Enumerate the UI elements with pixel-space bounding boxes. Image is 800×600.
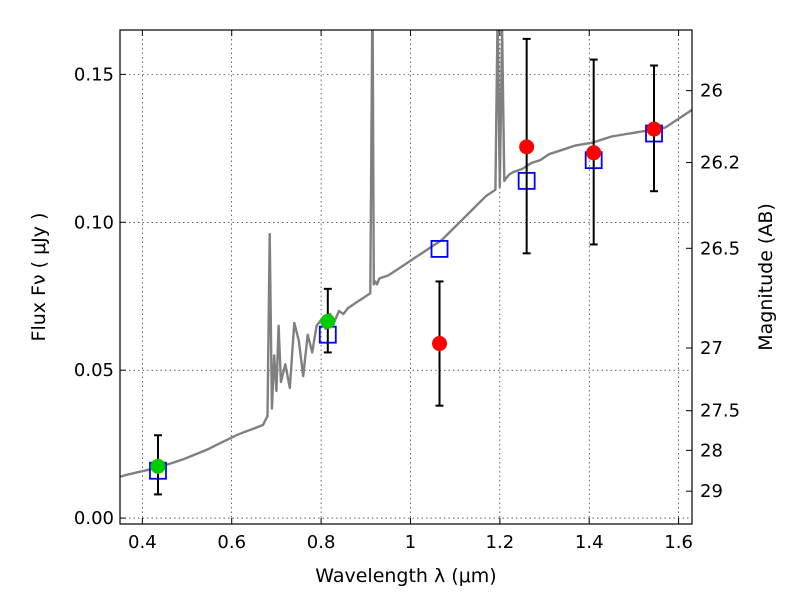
x-tick-label: 1.4	[575, 532, 604, 553]
y2-tick-label: 26.2	[700, 153, 740, 174]
y2-tick-label: 28	[700, 440, 723, 461]
x-tick-label: 0.8	[307, 532, 336, 553]
spectrum-line	[120, 30, 692, 478]
observed-flux-point	[432, 336, 448, 352]
observed-flux-point	[519, 139, 535, 155]
model-photometry-square	[430, 239, 449, 258]
x-axis-title: Wavelength λ (μm)	[315, 565, 496, 587]
observed-flux-point	[150, 458, 166, 474]
x-tick-label: 0.6	[217, 532, 246, 553]
plot-frame	[119, 29, 693, 525]
y2-tick-label: 27.5	[700, 401, 740, 422]
y-tick-label: 0.15	[74, 64, 114, 85]
y2-tick-label: 27	[700, 338, 723, 359]
x-tick-label: 1	[405, 532, 416, 553]
y2-axis-title: Magnitude (AB)	[755, 203, 777, 351]
y-tick-label: 0.10	[74, 212, 114, 233]
plot-area	[120, 30, 692, 496]
x-tick-label: 0.4	[128, 532, 157, 553]
y2-tick-label: 26.5	[700, 238, 740, 259]
y-tick-label: 0.05	[74, 360, 114, 381]
ticks: 0.4 0.6 0.8 1 1.2 1.4 1.6 0.00 0.05 0.10 0.15 26 26.…	[74, 30, 740, 553]
observed-flux-point	[646, 121, 662, 137]
y-axis-title: Flux Fν ( μJy )	[28, 213, 50, 342]
observed-flux-point	[320, 313, 336, 329]
observed-flux-point	[586, 145, 602, 161]
y2-tick-label: 29	[700, 481, 723, 502]
y-tick-label: 0.00	[74, 508, 114, 529]
x-tick-label: 1.6	[664, 532, 693, 553]
x-tick-label: 1.2	[486, 532, 515, 553]
y2-tick-label: 26	[700, 81, 723, 102]
